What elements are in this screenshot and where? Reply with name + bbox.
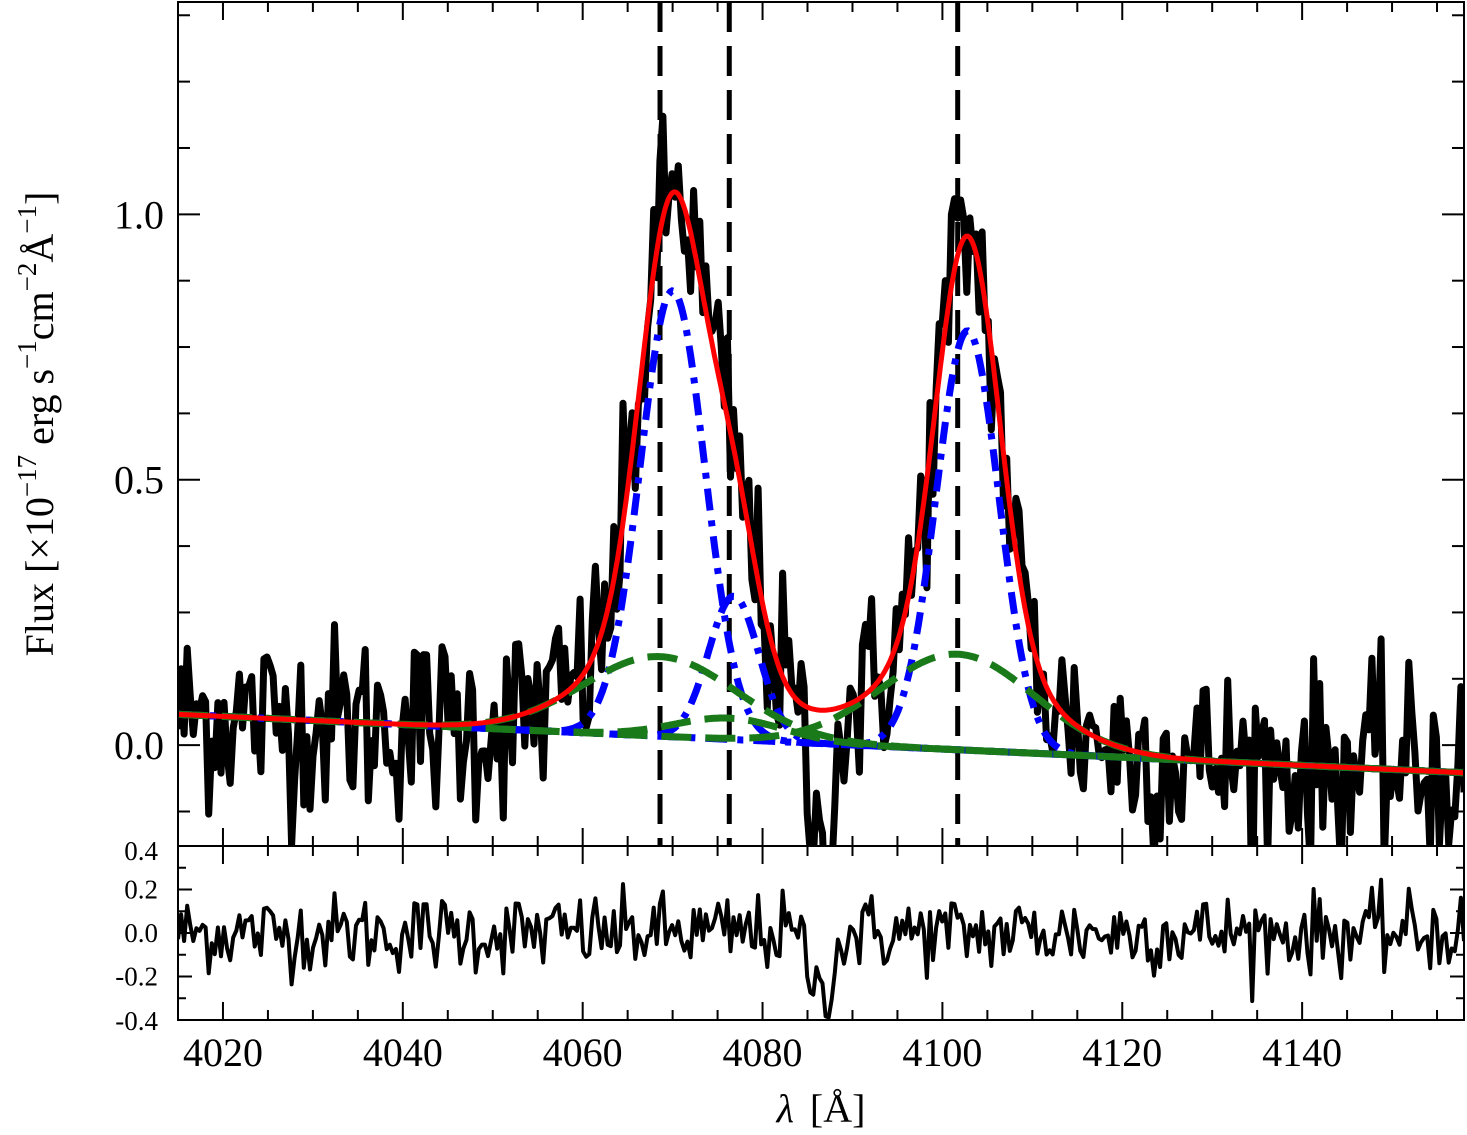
axis-ticks: [177, 2, 1464, 1021]
component-narrow-1: [178, 287, 1464, 777]
x-tick-label: 4040: [363, 1030, 443, 1075]
x-tick-label: 4020: [183, 1030, 263, 1075]
x-tick-label: 4080: [723, 1030, 803, 1075]
x-axis-label-symbol: λ: [776, 1086, 794, 1131]
x-tick-label: 4100: [902, 1030, 982, 1075]
res-y-tick-label: 0.4: [124, 836, 158, 866]
main-panel-plot: [178, 2, 1464, 846]
res-y-tick-label: 0.0: [124, 918, 158, 948]
y-label-suffix: ]: [17, 192, 62, 205]
y-label-exp4: −1: [12, 205, 42, 234]
y-label-exp1: −17: [12, 455, 42, 497]
y-label-prefix: Flux [×10: [17, 497, 62, 656]
residual-panel-plot: [178, 877, 1464, 1020]
y-label-exp2: −1: [12, 340, 42, 369]
y-label-exp3: −2: [12, 263, 42, 292]
res-y-tick-label: 0.2: [124, 875, 158, 905]
residual-line: [178, 877, 1464, 1020]
main-panel-frame: [177, 1, 1465, 847]
spectrum-data-line: [178, 112, 1464, 846]
x-tick-label: 4060: [543, 1030, 623, 1075]
y-label-mid1: erg s: [17, 369, 62, 455]
y-label-mid2: cm: [17, 291, 62, 340]
x-axis-label: λ [Å]: [776, 1086, 866, 1131]
axis-tick-labels: 4020 4040 4060 4080 4100 4120 4140 0.0 0.5 1.0 -0.…: [114, 192, 1342, 1075]
y-axis-label: Flux [×10−17 erg s−1cm−2Å−1]: [12, 192, 62, 657]
x-tick-label: 4120: [1082, 1030, 1162, 1075]
res-y-tick-label: -0.4: [115, 1006, 158, 1036]
y-tick-label: 0.5: [114, 458, 164, 503]
x-tick-label: 4140: [1262, 1030, 1342, 1075]
total-fit-line: [178, 189, 1464, 776]
y-tick-label: 1.0: [114, 192, 164, 237]
x-axis-label-unit: [Å]: [810, 1086, 866, 1131]
res-y-tick-label: -0.2: [115, 962, 158, 992]
y-tick-label: 0.0: [114, 723, 164, 768]
y-label-mid3: Å: [17, 234, 62, 263]
component-narrow-3: [178, 327, 1464, 777]
